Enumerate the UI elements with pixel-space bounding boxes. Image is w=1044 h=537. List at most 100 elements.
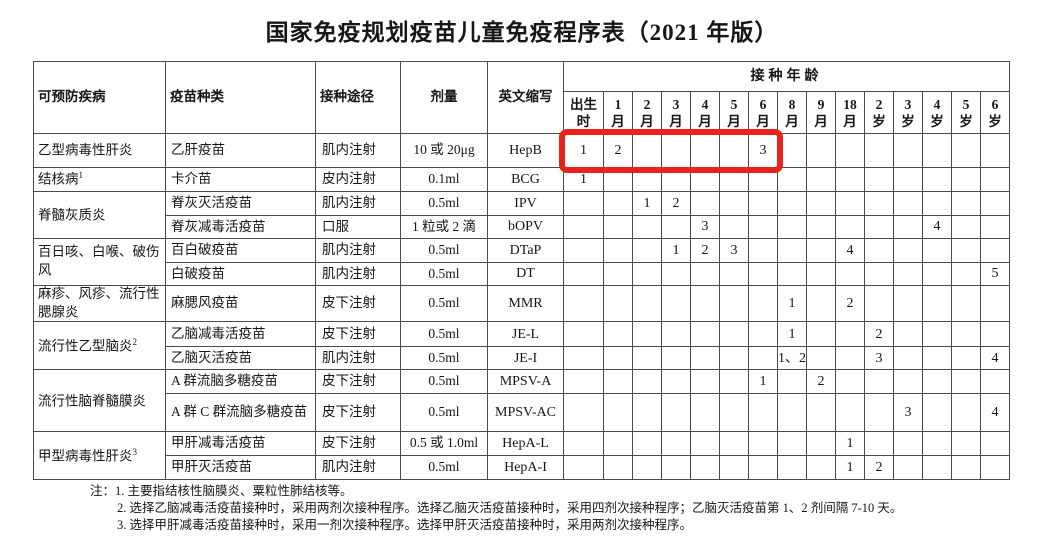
dose-cell [922,321,952,348]
dose-cell [922,455,952,481]
dose-cell [980,431,1010,457]
dose-cell [980,167,1010,192]
disease-cell: 流行性乙型脑炎2 [33,321,166,371]
dose-cell: 2 [603,133,633,168]
vaccine-cell: 甲肝灭活疫苗 [165,455,316,481]
dose-cell [777,191,807,216]
dose-cell [661,167,691,192]
vaccine-cell: 百白破疫苗 [165,238,316,263]
dose-cell [893,321,923,348]
dose-cell [690,455,720,481]
dose-cell [603,393,633,433]
vaccine-cell: 白破疫苗 [165,262,316,286]
abbr-cell: HepA-I [487,455,564,481]
dose-cell: 4 [980,393,1010,433]
dose-cell [719,133,749,168]
dose-cell: 4 [835,238,865,263]
dose-cell [864,393,894,433]
dose-cell [951,369,981,395]
dose-cell [893,431,923,457]
row-mpsv-ac: A 群 C 群流脑多糖疫苗 皮下注射 0.5ml MPSV-AC 3 4 [34,393,1010,433]
dose-cell [980,284,1010,323]
age-col-18m: 18 月 [835,91,865,134]
dose-cell [806,191,836,216]
route-cell: 肌内注射 [315,455,401,481]
route-cell: 肌内注射 [315,133,401,168]
dose-cell [951,393,981,433]
route-cell: 皮下注射 [315,393,401,433]
dose-cell [661,284,691,323]
col-header-abbr: 英文缩写 [487,61,564,134]
dose-cell [893,455,923,481]
dose-cell [835,262,865,286]
dose-cell [922,238,952,263]
route-cell: 肌内注射 [315,262,401,286]
dose-cell [603,455,633,481]
dose-cell [603,369,633,395]
dose-cell: 1 [835,455,865,481]
dose-cell [893,133,923,168]
col-header-route: 接种途径 [315,61,401,134]
dose-cell [661,346,691,371]
dose-cell [661,455,691,481]
dose-cell [980,455,1010,481]
dose-cell: 3 [690,215,720,239]
dose-cell [980,215,1010,239]
route-cell: 皮下注射 [315,369,401,395]
abbr-cell: JE-L [487,321,564,348]
dose-cell [632,321,662,348]
disease-cell: 甲型病毒性肝炎3 [33,431,166,481]
dose-cell [563,191,604,216]
dose-cell: 3 [893,393,923,433]
dose-cell [864,167,894,192]
dose-cell [748,346,778,371]
dose-cell [835,321,865,348]
dose-cell [719,431,749,457]
dose-cell [951,455,981,481]
dose-cell [777,167,807,192]
route-cell: 肌内注射 [315,191,401,216]
disease-cell: 脊髓灰质炎 [33,191,166,239]
dose-cell [864,284,894,323]
dose-cell [806,455,836,481]
dose-amount-cell: 0.5ml [400,346,488,371]
dose-cell [806,284,836,323]
dose-cell [690,393,720,433]
dose-amount-cell: 0.5ml [400,262,488,286]
dose-cell [748,238,778,263]
dose-amount-cell: 0.5 或 1.0ml [400,431,488,457]
dose-cell [922,167,952,192]
dose-cell: 4 [980,346,1010,371]
dose-cell [893,369,923,395]
route-cell: 口服 [315,215,401,239]
dose-cell [563,431,604,457]
col-header-disease: 可预防疾病 [33,61,166,134]
disease-cell: 结核病1 [33,167,166,192]
dose-cell [632,133,662,168]
dose-cell [864,133,894,168]
dose-cell [690,284,720,323]
dose-cell [893,215,923,239]
dose-cell [806,238,836,263]
dose-cell [719,455,749,481]
dose-cell [661,321,691,348]
dose-cell [777,431,807,457]
dose-cell [864,191,894,216]
dose-cell [632,455,662,481]
dose-cell [563,455,604,481]
dose-cell: 2 [864,321,894,348]
dose-cell [690,321,720,348]
dose-cell [563,321,604,348]
dose-cell [864,215,894,239]
row-bopv: 脊灰减毒活疫苗 口服 1 粒或 2 滴 bOPV 3 4 [34,215,1010,239]
dose-cell [864,431,894,457]
dose-cell [748,191,778,216]
dose-cell [632,393,662,433]
dose-cell [951,215,981,239]
